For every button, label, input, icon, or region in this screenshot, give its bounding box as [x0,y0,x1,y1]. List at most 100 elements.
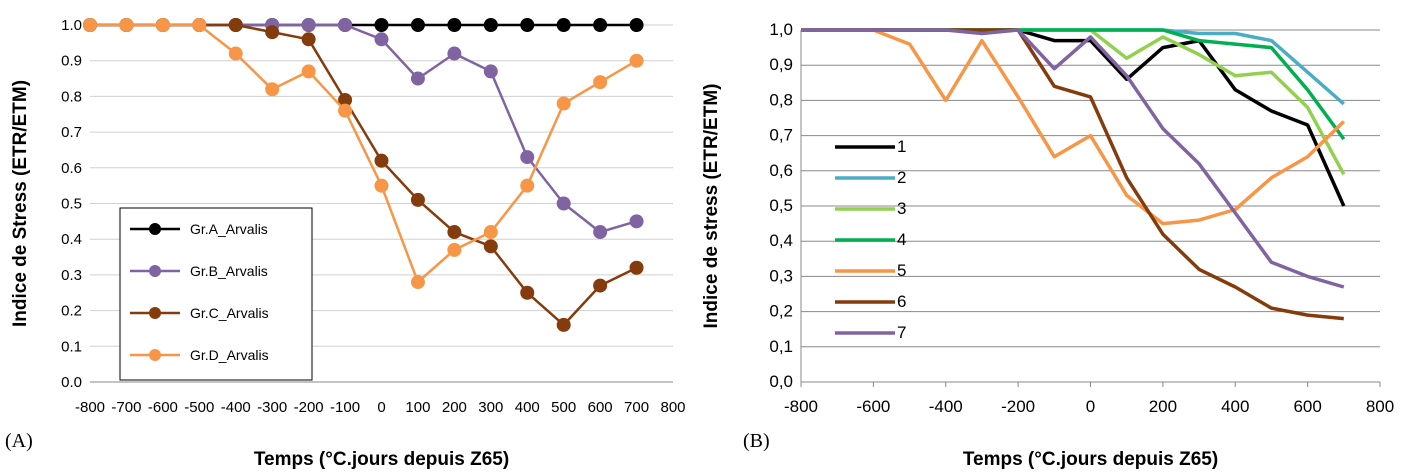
y-axis-title: Indice de Stress (ETR/ETM) [10,80,31,327]
y-tick-label: 0,3 [769,266,793,285]
legend-label: 3 [897,199,906,218]
data-point [338,92,353,107]
data-point [629,214,644,229]
data-point [483,64,498,79]
legend-label: Gr.A_Arvalis [190,221,268,237]
data-point [483,18,498,32]
y-tick-label: 0.1 [61,338,82,355]
series-line-7 [801,28,1345,289]
x-tick-label: -800 [75,399,105,416]
y-tick-label: 0.0 [61,374,82,391]
data-point [410,275,425,290]
x-tick-label: -100 [330,399,360,416]
data-point [374,178,389,193]
panel-label-b: (B) [743,430,770,452]
data-point [520,285,535,300]
series-line-d [90,23,638,284]
x-tick-label: 100 [405,399,430,416]
x-axis-title: Temps (°C.jours depuis Z65) [963,449,1218,470]
y-axis-title: Indice de stress (ETR/ETM) [701,84,722,329]
legend-label: 6 [897,292,906,311]
data-point [629,53,644,68]
data-point [228,18,243,32]
x-tick-label: -800 [784,397,818,416]
data-point [410,18,425,32]
legend-label: 5 [897,261,906,280]
y-tick-label: 0,0 [769,372,793,391]
y-tick-label: 0,7 [769,126,793,145]
data-point [228,46,243,61]
y-tick-label: 0.7 [61,124,82,141]
data-point [338,103,353,118]
x-tick-label: -500 [184,399,214,416]
x-tick-label: 200 [1149,397,1177,416]
x-tick-label: 0 [1086,397,1095,416]
legend-label: 7 [897,323,906,342]
chart-a: 0.0 0.1 0.2 0.3 0.4 0.5 0.6 0.7 0.8 0.9 1.0 -800 -70… [10,17,686,470]
y-tick-label: 0.6 [61,160,82,177]
x-tick-label: 600 [588,399,613,416]
x-tick-label: 0 [377,399,385,416]
y-tick-label: 0,8 [769,90,793,109]
x-tick-label: -700 [111,399,141,416]
y-tick-label: 0,4 [769,231,793,250]
legend-label: 2 [897,168,906,187]
data-point [483,239,498,254]
x-tick-label: 200 [442,399,467,416]
y-tick-label: 0,6 [769,161,793,180]
legend-marker [149,223,161,235]
y-tick-label: 0.3 [61,267,82,284]
data-point [556,96,571,111]
legend-label: Gr.C_Arvalis [190,305,269,321]
legend-label: Gr.D_Arvalis [190,347,269,363]
data-point [556,317,571,332]
x-tick-label: -200 [1001,397,1035,416]
data-point [593,75,608,90]
x-tick-label: -200 [294,399,324,416]
data-point [593,18,608,32]
data-point [447,46,462,61]
data-point [447,18,462,32]
data-point [265,25,280,40]
data-point [374,18,389,32]
y-tick-label: 0.8 [61,88,82,105]
legend-label: 1 [897,137,906,156]
x-tick-label: 400 [515,399,540,416]
y-tick-label: 0.2 [61,303,82,320]
data-point [556,196,571,211]
legend-label: Gr.B_Arvalis [190,263,268,279]
x-tick-label: 500 [551,399,576,416]
data-point [629,18,644,32]
legend-label: 4 [897,230,906,249]
data-point [301,32,316,47]
x-tick-label: 800 [1366,397,1394,416]
data-point [83,18,97,32]
y-tick-label: 0.5 [61,196,82,213]
legend-marker [149,307,161,319]
legend-marker [149,349,161,361]
data-point [374,32,389,47]
data-point [119,18,134,32]
data-point [410,192,425,207]
x-tick-label: 700 [624,399,649,416]
data-point [410,71,425,86]
data-point [593,278,608,293]
data-point [520,18,535,32]
x-tick-label: -600 [148,399,178,416]
data-point [483,225,498,240]
y-tick-label: 0,1 [769,337,793,356]
data-point [520,178,535,193]
y-tick-label: 0,5 [769,196,793,215]
data-point [520,150,535,165]
data-point [374,153,389,168]
y-tick-label: 0,9 [769,55,793,74]
x-tick-label: -600 [856,397,890,416]
data-point [447,242,462,257]
x-tick-label: -300 [257,399,287,416]
x-axis-title: Temps (°C.jours depuis Z65) [254,449,509,470]
x-tick-label: -400 [221,399,251,416]
data-point [155,18,170,32]
data-point [265,82,280,97]
data-point [447,225,462,240]
